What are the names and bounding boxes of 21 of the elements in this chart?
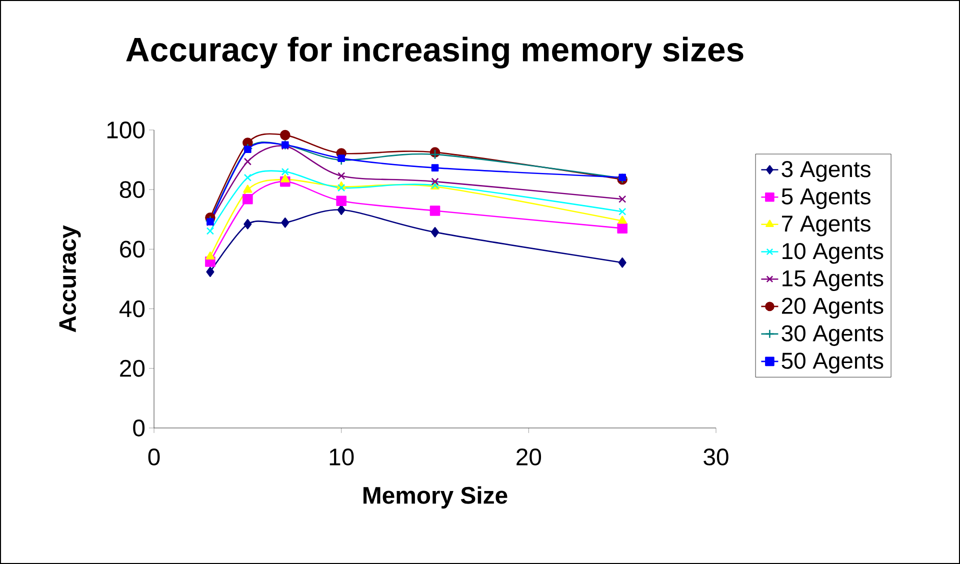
- legend-label: 30 Agents: [782, 325, 884, 346]
- x-tick-label: 30: [704, 448, 728, 466]
- x-tick-label: 20: [516, 448, 542, 466]
- legend-label: 10 Agents: [782, 242, 884, 264]
- legend-label: 5 Agents: [782, 188, 870, 210]
- x-axis-title: Memory Size: [364, 486, 508, 509]
- legend-label: 7 Agents: [782, 216, 870, 236]
- x-tick-label: 0: [148, 448, 160, 466]
- y-axis-title: Accuracy: [59, 225, 81, 332]
- legend-label: 3 Agents: [782, 161, 870, 182]
- legend-label: 15 Agents: [782, 270, 884, 291]
- chart-title: Accuracy for increasing memory sizes: [126, 36, 744, 68]
- y-tick-label: 20: [120, 360, 145, 377]
- y-tick-label: 100: [107, 122, 145, 138]
- legend-label: 50 Agents: [782, 352, 884, 374]
- x-tick-label: 10: [330, 448, 354, 466]
- y-tick-label: 0: [133, 420, 145, 436]
- y-tick-label: 80: [120, 181, 145, 198]
- y-tick-label: 60: [120, 240, 145, 258]
- legend-label: 20 Agents: [782, 298, 884, 318]
- y-tick-label: 40: [119, 300, 145, 318]
